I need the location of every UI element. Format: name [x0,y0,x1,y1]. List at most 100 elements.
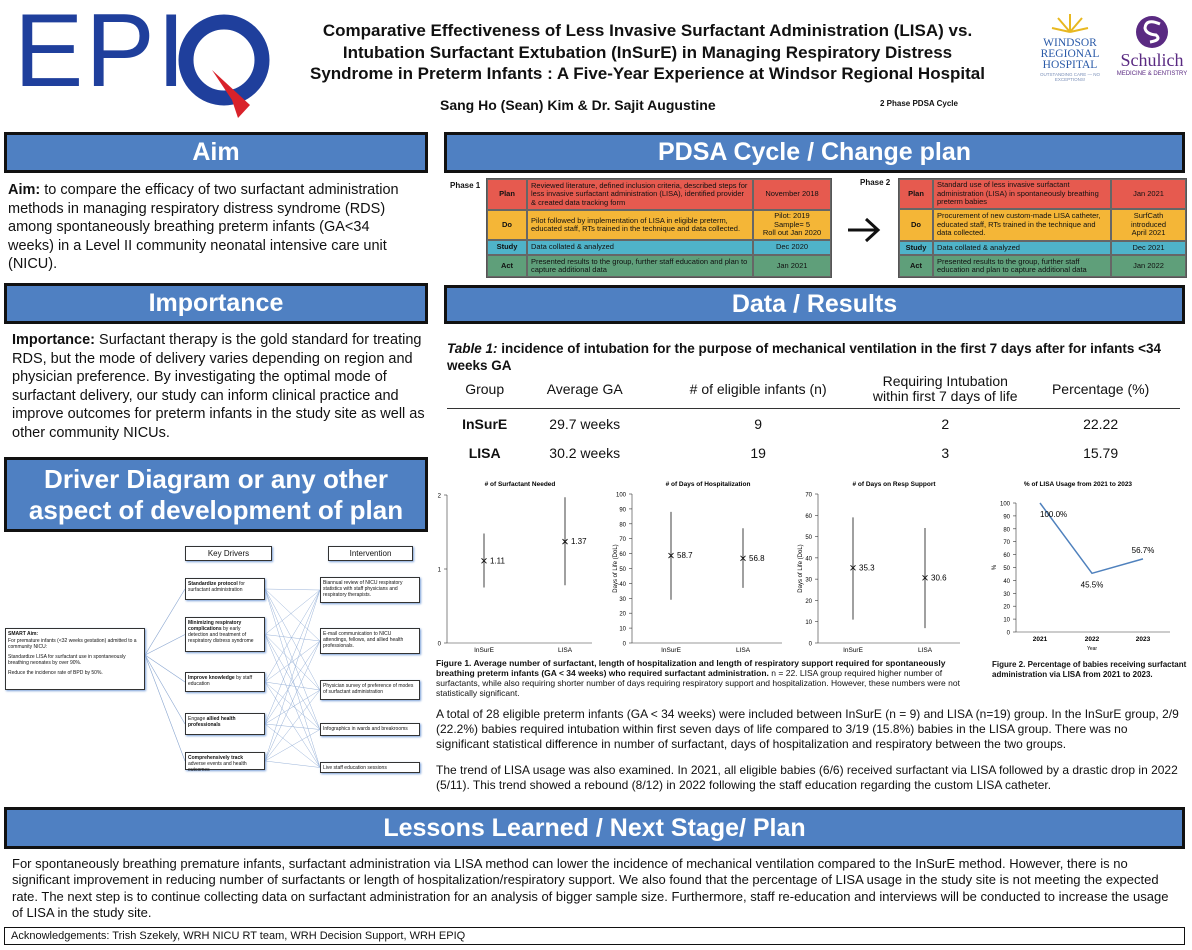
sun-icon [1051,14,1089,33]
mean-marker [668,552,674,559]
pdsa-stage: Act [899,255,933,277]
table-cell: 15.79 [1083,444,1119,461]
column-header: Group [447,370,523,409]
key-drivers-header: Key Drivers [185,546,272,561]
value-label: 100.0% [1040,510,1067,519]
y-tick-label: 0 [1007,631,1011,637]
connector [264,634,321,642]
y-axis-label: Days of Life (DoL) [613,544,619,592]
x-tick-label: InSurE [474,647,495,654]
driver-post: by early detection and treatment of resp… [188,626,254,644]
connector [264,589,321,683]
value-label: 56.8 [749,554,765,563]
pdsa-date: Pilot: 2019 Sample= 5 Roll out Jan 2020 [753,210,831,240]
driver-box: Standardize protocol for surfactant admi… [185,578,265,600]
intervention-header: Intervention [328,546,413,561]
y-tick-label: 60 [1003,553,1010,559]
line-series [1039,502,1144,575]
connector [264,681,321,691]
connector [264,640,321,683]
driver-bold: Standardize protocol [188,581,238,587]
table-cell: 29.7 weeks [549,415,621,432]
table-header-row: Group Average GA # of eligible infants (n)… [447,370,1180,409]
connector [264,588,321,591]
pdsa-date-line: Pilot: 2019 [774,211,810,221]
connector [264,589,321,725]
phase-label: Phase 1 [450,181,481,190]
connector [264,589,321,762]
connector [264,588,321,691]
y-axis-label: % [992,564,998,570]
driver-heading: Driver Diagram or any other aspect of de… [4,457,428,532]
y-tick-label: 60 [805,514,812,520]
pdsa-date-line: SurfCath [1133,211,1164,221]
connector [264,760,321,768]
pdsa-date-line: November 2018 [765,189,819,199]
pdsa-stage: Plan [487,179,527,210]
mean-marker [562,538,568,545]
y-tick-label: 80 [1003,527,1010,533]
connector [264,723,321,768]
y-tick-label: 10 [1003,618,1010,624]
connector [264,640,321,762]
results-table: Group Average GA # of eligible infants (n)… [447,370,1180,467]
aim-heading: Aim [4,132,428,173]
pdsa-arrow [848,217,881,243]
table-row: LISA 30.2 weeks 19 3 15.79 [447,438,1180,467]
smart-title: SMART Aim: [8,631,39,637]
y-tick-label: 1 [438,568,442,574]
value-label: 1.37 [571,537,587,546]
column-header: Average GA [522,370,648,409]
driver-box: Engage allied health professionals [185,713,265,735]
table-row: InSurE 29.7 weeks 9 2 22.22 [447,409,1180,439]
pdsa-heading: PDSA Cycle / Change plan [444,132,1185,173]
chart-title: % of LISA Usage from 2021 to 2023 [1024,481,1133,488]
connector [144,654,186,683]
pdsa-date-line: Sample= 5 [773,219,811,229]
aim-body: to compare the efficacy of two surfactan… [8,182,399,272]
schulich-icon-s [1143,20,1161,44]
connector [144,654,186,725]
connector [264,723,321,730]
results-paragraph: The trend of LISA usage was also examine… [436,763,1178,792]
smart-line: Reduce the incidence rate of BPD by 50%. [8,670,103,676]
intervention-box: Infographics in wards and breakrooms [320,723,420,736]
driver-post: for surfactant administration [188,581,245,593]
table-cell: 22.22 [1083,415,1119,432]
x-tick-label: 2022 [1085,636,1100,643]
y-tick-label: 0 [623,642,627,648]
value-label: 56.7% [1132,546,1155,555]
mean-marker [481,558,487,564]
pdsa-date: Jan 2022 [1111,255,1186,277]
pdsa-stage: Do [899,209,933,241]
y-tick-label: 30 [805,578,812,584]
driver-box: Improve knowledge by staff education [185,672,265,692]
university-sub: MEDICINE & DENTISTRY [1116,71,1188,77]
figure1-caption: Figure 1. Average number of surfactant, … [436,658,970,698]
table-cell: InSurE [462,415,508,432]
smart-line: For premature infants (<32 weeks gestati… [8,638,137,650]
connector [264,689,321,725]
x-axis-label: Year [1087,646,1097,652]
title-line: Comparative Effectiveness of Less Invasi… [322,21,973,40]
hospital-logo: WINDSOR REGIONAL HOSPITAL [1035,37,1105,71]
table-cell: 19 [750,444,766,461]
hospital-line: HOSPITAL [1042,59,1098,71]
pdsa-date-line: April 2021 [1131,228,1166,238]
pdsa-date-line: introduced [1130,219,1167,229]
column-header: Percentage (%) [1021,370,1180,409]
hospital-line: REGIONAL [1040,48,1100,60]
pdsa-description: Procurement of new custom-made LISA cath… [933,209,1111,241]
lessons-text: For spontaneously breathing premature in… [12,856,1169,920]
importance-body: Surfactant therapy is the gold standard … [12,332,425,441]
y-tick-label: 60 [619,552,626,558]
intervention-box: Biannual review of NICU respiratory stat… [320,577,420,603]
y-tick-label: 40 [805,556,812,562]
x-tick-label: InSurE [843,647,864,654]
title-line: Syndrome in Preterm Infants : A Five-Yea… [310,64,985,83]
logo-q-ring [178,14,270,106]
driver-bold: Comprehensively track [188,755,244,761]
table-cell: 2 [941,415,950,432]
y-tick-label: 20 [1003,605,1010,611]
